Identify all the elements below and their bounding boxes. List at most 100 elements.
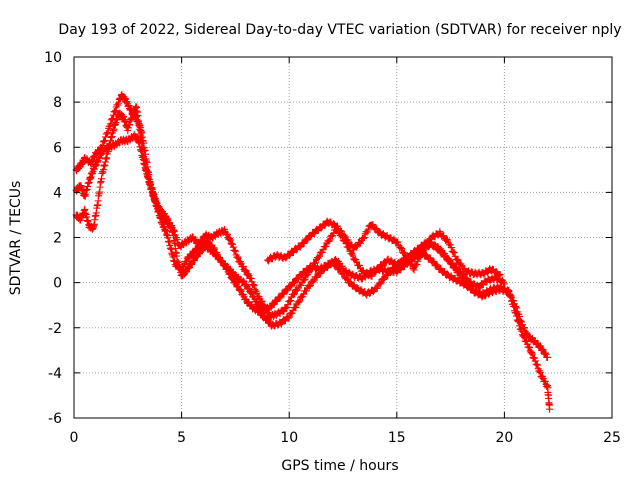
data-point	[527, 349, 535, 357]
data-point	[526, 344, 534, 352]
data-point	[103, 130, 111, 138]
data-point	[411, 248, 419, 256]
x-tick-label: 15	[388, 430, 406, 446]
data-point	[536, 367, 544, 375]
data-point	[99, 138, 107, 146]
data-point	[234, 253, 242, 261]
data-point	[127, 105, 135, 113]
data-point	[234, 282, 242, 290]
series-track-2	[72, 131, 551, 361]
data-point	[229, 274, 237, 282]
data-point	[245, 284, 253, 292]
y-tick-label: 10	[44, 50, 62, 66]
data-point	[305, 282, 313, 290]
data-point	[229, 240, 237, 248]
data-point	[185, 264, 193, 272]
data-point	[302, 287, 310, 295]
data-point	[353, 243, 361, 251]
data-point	[111, 108, 119, 116]
data-point	[506, 292, 514, 300]
data-point	[229, 243, 237, 251]
data-point	[495, 271, 503, 279]
data-point	[390, 265, 398, 273]
data-point	[292, 303, 300, 311]
data-point	[449, 259, 457, 267]
data-point	[492, 268, 500, 276]
series-track-4	[264, 217, 504, 280]
data-point	[325, 237, 333, 245]
series-track-1	[72, 90, 554, 413]
y-axis-label: SDTVAR / TECUs	[8, 181, 24, 296]
data-point	[216, 253, 224, 261]
data-point	[450, 249, 458, 257]
data-point	[224, 265, 232, 273]
data-point	[236, 286, 244, 294]
data-point	[225, 235, 233, 243]
data-point	[445, 256, 453, 264]
data-point	[336, 227, 344, 235]
data-point	[404, 255, 412, 263]
data-point	[227, 239, 235, 247]
data-point	[218, 257, 226, 265]
data-point	[515, 312, 523, 320]
data-point	[188, 261, 196, 269]
data-point	[97, 143, 105, 151]
data-point	[226, 270, 234, 278]
data-point	[528, 348, 536, 356]
x-tick-label: 5	[177, 430, 186, 446]
data-point	[301, 275, 309, 283]
y-tick-label: 6	[53, 140, 62, 156]
data-point	[250, 282, 258, 290]
data-point	[247, 288, 255, 296]
data-point	[510, 297, 518, 305]
data-point	[210, 244, 218, 252]
data-point	[292, 246, 300, 254]
data-point	[231, 246, 239, 254]
data-point	[314, 254, 322, 262]
data-point	[454, 256, 462, 264]
y-tick-label: 8	[53, 95, 62, 111]
data-point	[394, 238, 402, 246]
data-point	[533, 361, 541, 369]
data-point	[332, 261, 340, 269]
data-point	[523, 329, 531, 337]
y-tick-label: 4	[53, 185, 62, 201]
data-point	[306, 281, 314, 289]
data-point	[541, 349, 549, 357]
data-point	[241, 266, 249, 274]
data-point	[520, 324, 528, 332]
data-point	[348, 249, 356, 257]
data-point	[307, 232, 315, 240]
data-point	[226, 234, 234, 242]
data-point	[522, 329, 530, 337]
data-point	[343, 274, 351, 282]
data-point	[226, 270, 234, 278]
data-point	[397, 243, 405, 251]
data-point	[249, 281, 257, 289]
data-point	[443, 236, 451, 244]
y-tick-label: -4	[48, 366, 62, 382]
data-point	[109, 115, 117, 123]
data-point	[420, 246, 428, 254]
grid	[74, 57, 612, 418]
data-point	[407, 260, 415, 268]
data-point	[236, 258, 244, 266]
data-point	[531, 354, 539, 362]
data-point	[296, 297, 304, 305]
data-point	[513, 304, 521, 312]
data-point	[246, 289, 254, 297]
data-point	[290, 291, 298, 299]
y-tick-label: 0	[53, 276, 62, 292]
x-tick-label: 10	[280, 430, 298, 446]
data-point	[320, 266, 328, 274]
data-point	[300, 276, 308, 284]
data-point	[496, 270, 504, 278]
data-point	[387, 268, 395, 276]
axis-ticks	[73, 56, 613, 419]
data-point	[538, 373, 546, 381]
data-point	[287, 283, 295, 291]
data-point	[429, 257, 437, 265]
data-points	[72, 90, 554, 413]
data-point	[297, 272, 305, 280]
